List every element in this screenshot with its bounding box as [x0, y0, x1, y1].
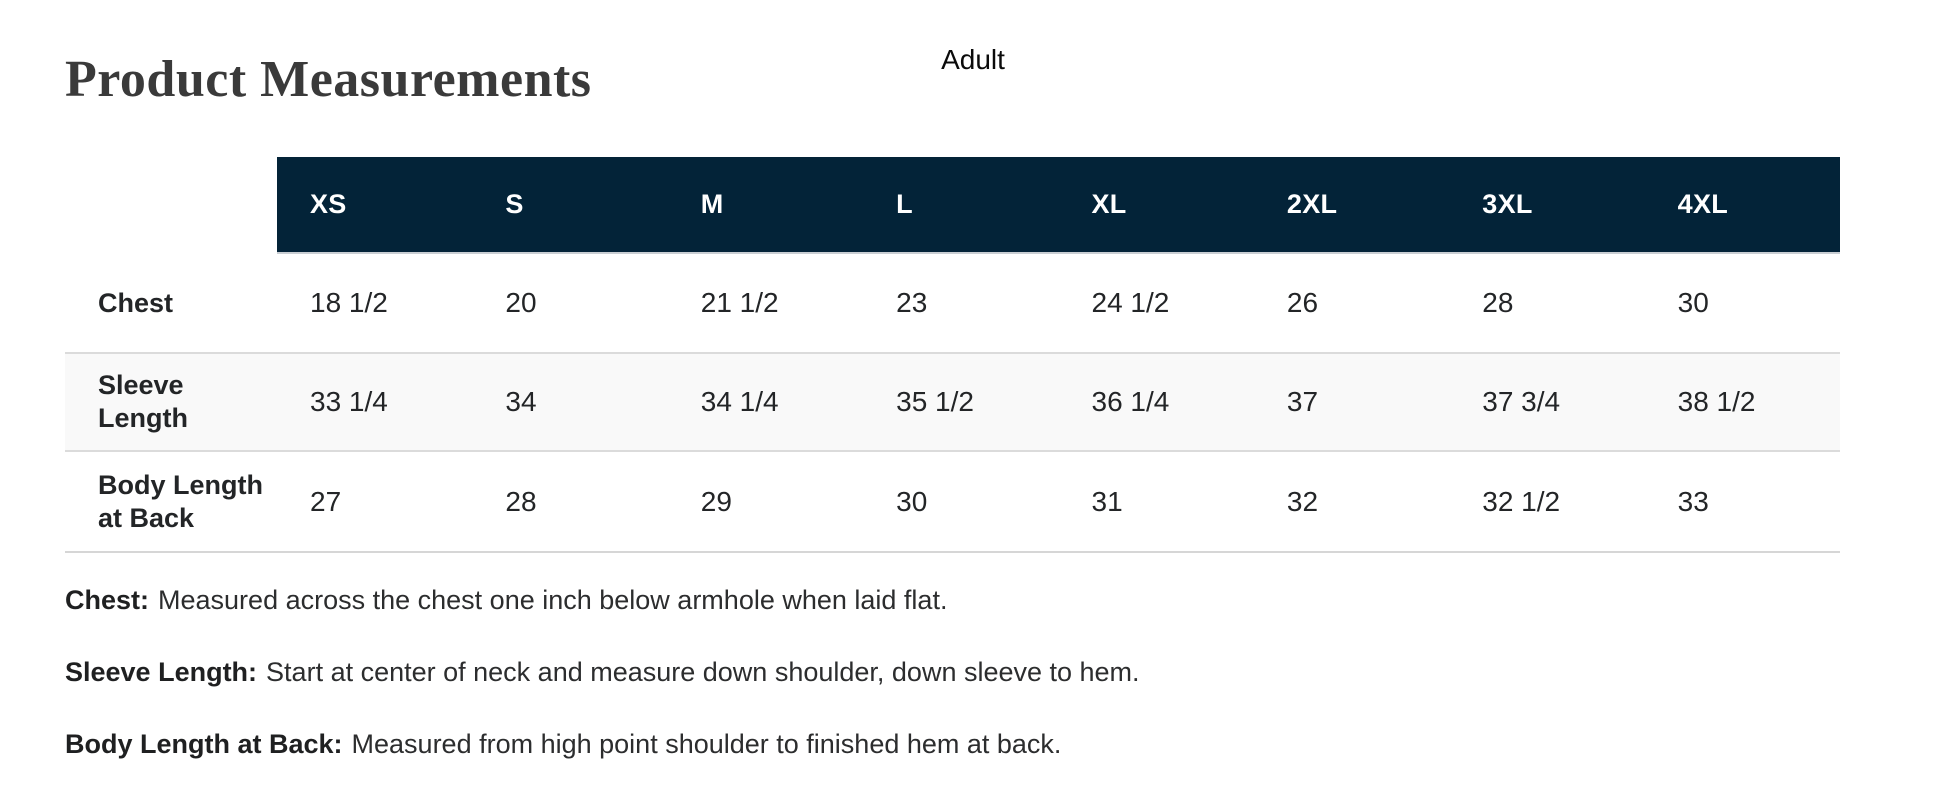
cell-chest-s: 20 [505, 287, 537, 318]
cell-sleeve-xl: 36 1/4 [1091, 386, 1170, 417]
cell-body-2xl: 32 [1286, 485, 1319, 517]
note-body-term: Body Length at Back: [65, 728, 343, 759]
cell-body-l: 30 [896, 485, 928, 517]
table-row-body-length-at-back: Body Length at Back 27 28 29 30 31 32 32… [65, 450, 1840, 551]
cell-body-s: 28 [505, 485, 537, 517]
page-title: Product Measurements [65, 51, 592, 108]
cell-body-3xl: 32 1/2 [1482, 485, 1561, 517]
size-header-3xl: 3XL [1449, 157, 1645, 254]
cell-body-4xl: 33 [1677, 485, 1709, 517]
cell-body-xs: 27 [310, 485, 342, 517]
size-header-2xl: 2XL [1253, 157, 1450, 254]
size-header-m: M [667, 157, 864, 254]
cell-chest-3xl: 28 [1482, 287, 1514, 318]
note-body-text: Measured from high point shoulder to fin… [351, 728, 1062, 759]
row-label-sleeve-length: Sleeve Length [98, 370, 188, 433]
size-header-s: S [472, 157, 668, 254]
note-chest-text: Measured across the chest one inch below… [158, 585, 948, 615]
cell-sleeve-l: 35 1/2 [896, 386, 974, 417]
note-sleeve-text: Start at center of neck and measure down… [266, 656, 1140, 687]
note-sleeve-term: Sleeve Length: [65, 656, 258, 687]
size-header-4xl: 4XL [1644, 157, 1840, 254]
size-header-l: L [863, 157, 1059, 254]
cell-body-xl: 31 [1091, 485, 1123, 517]
note-chest-term: Chest: [65, 585, 150, 615]
cell-sleeve-m: 34 1/4 [700, 386, 779, 417]
cell-body-m: 29 [700, 485, 732, 517]
cell-sleeve-2xl: 37 [1286, 386, 1319, 417]
table-row-chest: Chest 18 1/2 20 21 1/2 23 24 1/2 26 28 3… [65, 254, 1840, 352]
measurement-notes: Chest: Measured across the chest one inch… [65, 582, 1765, 797]
corner-cell [65, 157, 277, 254]
note-sleeve-length: Sleeve Length: Start at center of neck an… [65, 654, 1765, 692]
cell-chest-xs: 18 1/2 [310, 287, 388, 318]
note-body-length-at-back: Body Length at Back: Measured from high p… [65, 726, 1765, 764]
note-chest: Chest: Measured across the chest one inch… [65, 582, 1765, 620]
cell-chest-xl: 24 1/2 [1091, 287, 1170, 318]
cell-chest-l: 23 [896, 287, 928, 318]
row-label-body-length-at-back: Body Length at Back [98, 469, 263, 533]
cell-sleeve-3xl: 37 3/4 [1482, 386, 1561, 417]
cell-chest-4xl: 30 [1677, 287, 1709, 318]
cell-sleeve-s: 34 [505, 386, 537, 417]
size-header-row: XS S M L XL 2XL 3XL 4XL [65, 157, 1840, 254]
table-row-sleeve-length: Sleeve Length 33 1/4 34 34 1/4 35 1/2 36… [65, 352, 1840, 450]
size-chart-table: XS S M L XL 2XL 3XL 4XL Chest 18 1/2 20 … [65, 157, 1840, 553]
cell-chest-m: 21 1/2 [700, 287, 779, 318]
size-header-xl: XL [1058, 157, 1254, 254]
cell-sleeve-4xl: 38 1/2 [1677, 386, 1756, 417]
cell-sleeve-xs: 33 1/4 [310, 386, 388, 417]
size-header-xs: XS [277, 157, 473, 254]
cell-chest-2xl: 26 [1286, 287, 1319, 318]
category-label: Adult [941, 44, 1005, 75]
row-label-chest: Chest [98, 287, 174, 318]
